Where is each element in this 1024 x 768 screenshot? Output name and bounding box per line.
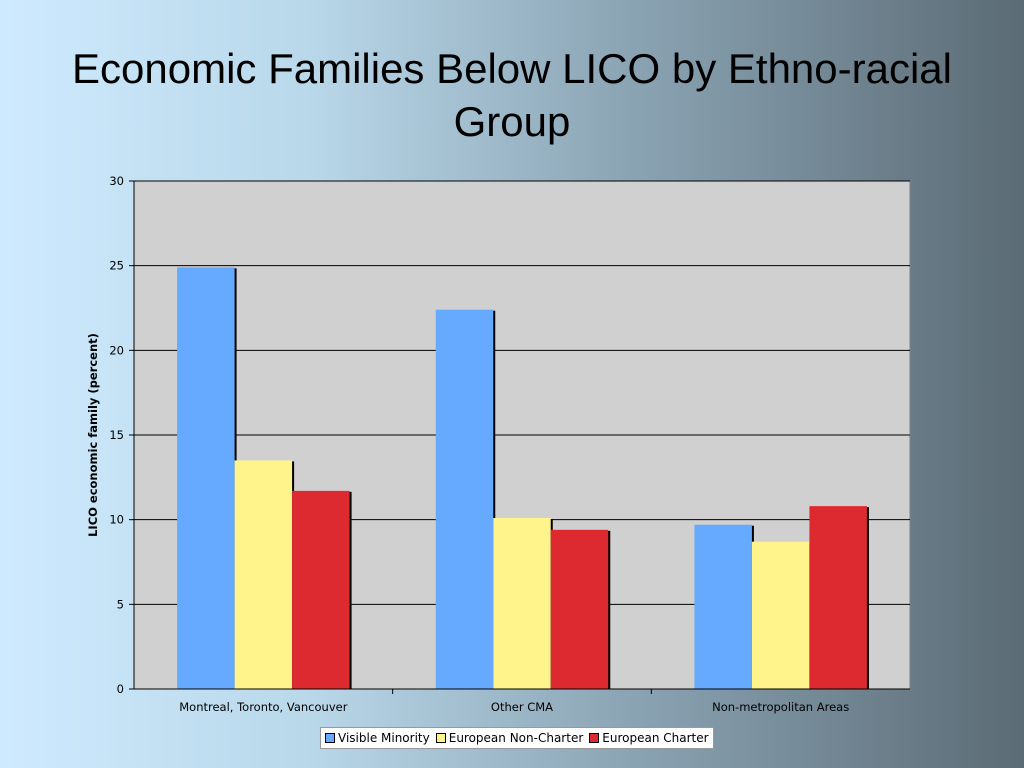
legend: Visible Minority European Non-Charter Eu… [320, 727, 714, 749]
bar [177, 267, 235, 689]
y-tick-label: 15 [109, 428, 124, 442]
y-tick-label: 30 [109, 174, 124, 188]
y-tick-label: 0 [117, 682, 124, 696]
bar [292, 490, 350, 689]
bar-european-charter-1 [292, 490, 352, 689]
legend-swatch [589, 733, 600, 743]
bar-visible-minority-2 [435, 309, 496, 689]
x-tick-label: Non-metropolitan Areas [712, 700, 849, 714]
slide-title: Economic Families Below LICO by Ethno-ra… [72, 45, 952, 145]
legend-swatch [325, 733, 335, 743]
y-axis-label: LICO economic family (percent) [86, 333, 100, 537]
x-tick-label: Other CMA [491, 700, 553, 714]
y-tick-labels: 0 5 10 15 20 25 30 [109, 174, 124, 696]
legend-label: European Charter [602, 731, 709, 745]
bar [694, 524, 752, 689]
y-tick-label: 10 [109, 513, 124, 527]
legend-label: Visible Minority [338, 731, 430, 745]
y-tick-label: 25 [109, 259, 124, 273]
legend-item-european-non-charter: European Non-Charter [435, 731, 584, 745]
bar [751, 541, 810, 689]
bar [234, 460, 293, 689]
bar [809, 506, 867, 689]
bars [177, 267, 869, 689]
y-tick-label: 20 [109, 343, 124, 357]
bar-european-charter-2 [550, 529, 611, 689]
y-tick-label: 5 [117, 597, 124, 611]
legend-swatch [435, 733, 446, 743]
axes [129, 180, 910, 694]
legend-label: European Non-Charter [448, 731, 584, 745]
bar [435, 309, 494, 689]
bar-european-non-charter-3 [751, 541, 812, 689]
legend-item-european-charter: European Charter [589, 731, 709, 745]
bar-visible-minority-1 [177, 267, 237, 689]
bar-european-non-charter-2 [493, 517, 553, 689]
x-tick-label: Montreal, Toronto, Vancouver [179, 700, 347, 714]
bar [550, 529, 609, 689]
bar-visible-minority-3 [694, 524, 754, 689]
bar-european-charter-3 [809, 506, 869, 689]
legend-item-visible-minority: Visible Minority [325, 731, 430, 745]
bar-european-non-charter-1 [234, 460, 295, 689]
bar [493, 517, 551, 689]
x-tick-labels: Montreal, Toronto, Vancouver Other CMA Non… [179, 700, 849, 714]
